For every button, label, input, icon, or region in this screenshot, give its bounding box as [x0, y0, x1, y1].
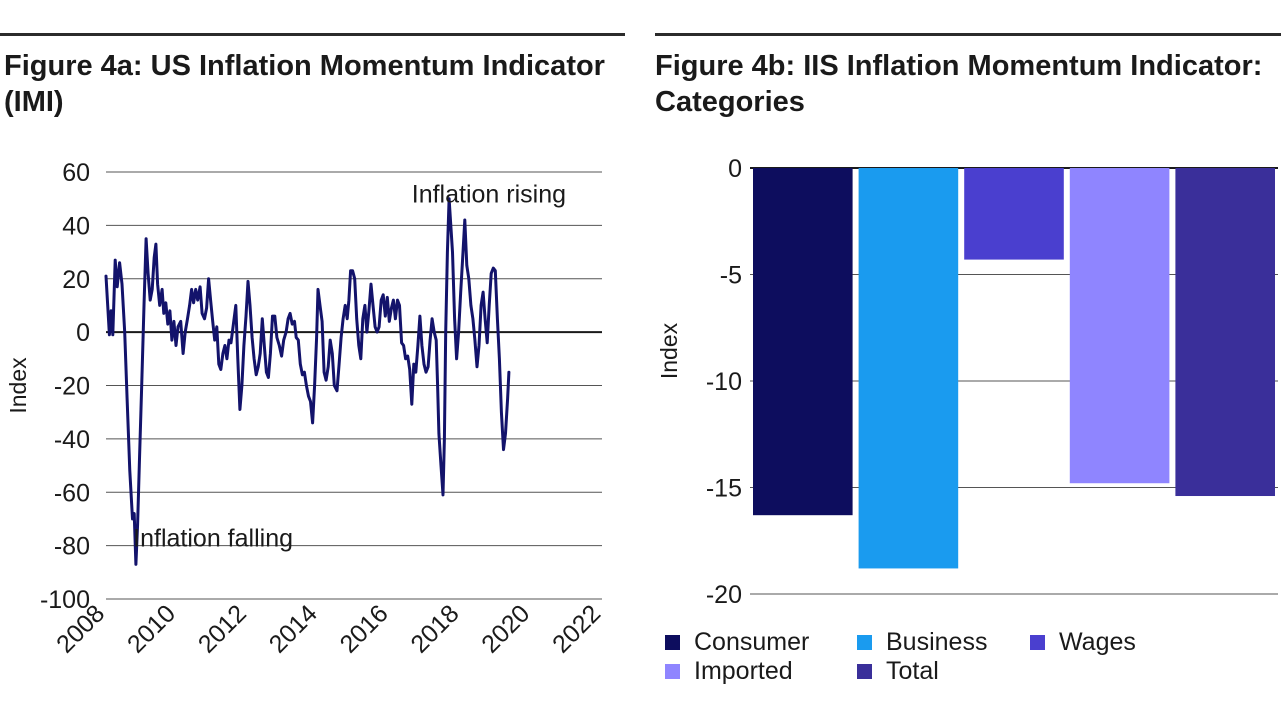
figure-4b-top-rule [655, 33, 1281, 36]
legend-swatch [857, 635, 872, 650]
legend-label: Business [886, 628, 988, 656]
y-tick-label: 0 [728, 155, 742, 183]
x-tick-label: 2014 [264, 599, 323, 658]
figure-4a-title: Figure 4a: US Inflation Momentum Indicat… [4, 50, 605, 118]
x-tick-label: 2018 [405, 599, 464, 658]
figure-4a-top-rule [0, 33, 625, 36]
legend-item-business: Business [857, 628, 987, 657]
bar-total [1175, 168, 1275, 497]
y-tick-label: -5 [720, 262, 742, 290]
bar-business [858, 168, 959, 569]
bar-imported [1069, 168, 1170, 484]
y-axis-label: Index [656, 322, 682, 379]
x-tick-label: 2020 [476, 599, 535, 658]
x-tick-label: 2012 [193, 599, 252, 658]
legend-swatch [1030, 635, 1045, 650]
figure-4b-bar-chart: 0 -5 -10 -15 -20 Index [656, 155, 1278, 609]
y-tick-label: -40 [54, 426, 90, 454]
bar-wages [964, 168, 1064, 260]
y-axis-label: Index [5, 357, 31, 414]
us-imi-series-line [104, 197, 511, 566]
y-tick-label: -15 [706, 475, 742, 503]
x-tick-label: 2022 [547, 599, 606, 658]
annotation-inflation-falling: Inflation falling [133, 525, 293, 553]
figure-4b-title: Figure 4b: IIS Inflation Momentum Indica… [655, 50, 1263, 118]
legend-label: Wages [1059, 628, 1136, 656]
y-tick-label: 40 [62, 212, 90, 240]
legend-item-total: Total [857, 657, 939, 686]
figure-4a-panel: Figure 4a: US Inflation Momentum Indicat… [0, 0, 625, 720]
y-tick-label: -20 [54, 373, 90, 401]
legend-label: Total [886, 657, 939, 685]
y-tick-label: 0 [76, 319, 90, 347]
legend-item-imported: Imported [665, 657, 793, 686]
y-tick-label: 60 [62, 159, 90, 187]
annotation-inflation-rising: Inflation rising [412, 180, 566, 208]
y-tick-label: -60 [54, 479, 90, 507]
legend-label: Imported [694, 657, 793, 685]
x-tick-label: 2010 [122, 599, 181, 658]
legend-label: Consumer [694, 628, 810, 656]
bar-consumer [753, 168, 853, 516]
legend-swatch [857, 664, 872, 679]
y-tick-label: -80 [54, 533, 90, 561]
y-tick-label: -10 [706, 368, 742, 396]
figure-4b-panel: Figure 4b: IIS Inflation Momentum Indica… [655, 0, 1281, 720]
y-tick-label: 20 [62, 266, 90, 294]
y-tick-label: -20 [706, 581, 742, 609]
legend-swatch [665, 635, 680, 650]
legend-item-consumer: Consumer [665, 628, 809, 657]
x-tick-label: 2016 [335, 599, 394, 658]
legend-swatch [665, 664, 680, 679]
legend-item-wages: Wages [1030, 628, 1136, 657]
y-tick-label: -100 [40, 586, 90, 614]
